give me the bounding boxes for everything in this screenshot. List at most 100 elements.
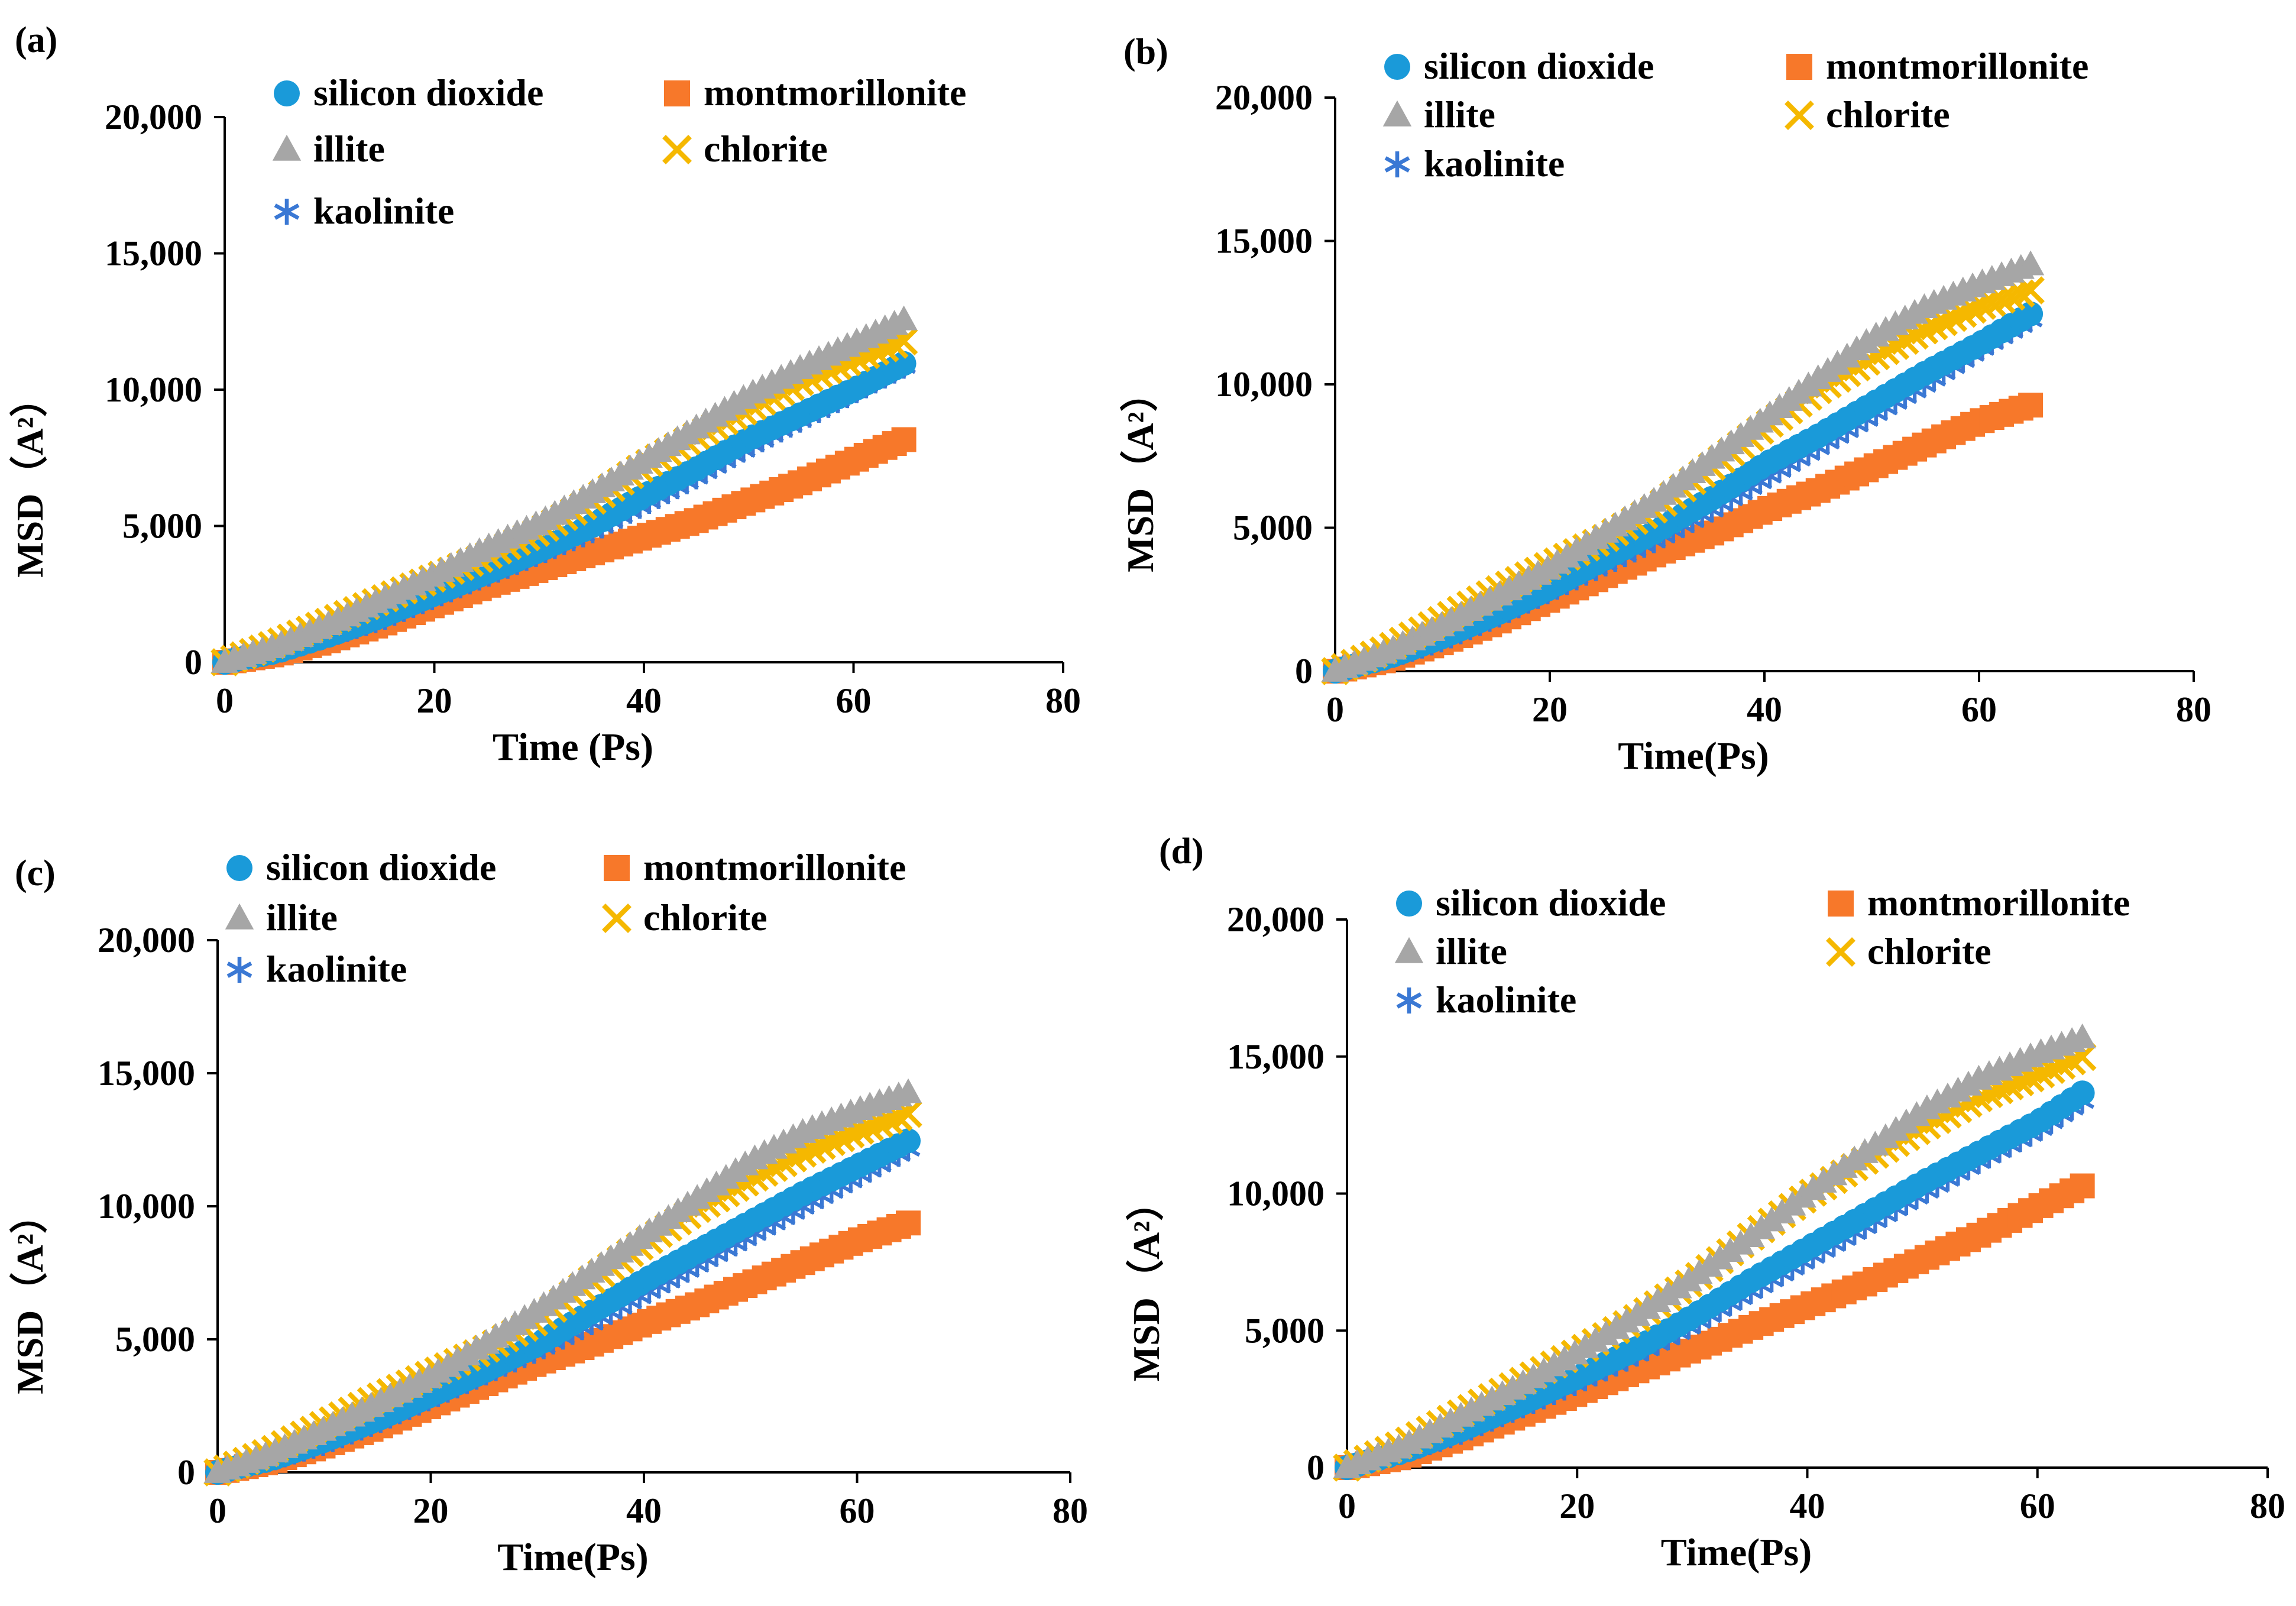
x-tick-label: 80 — [1053, 1491, 1088, 1530]
legend-entry: montmorillonite — [604, 846, 906, 888]
x-tick-label: 80 — [2250, 1487, 2285, 1526]
legend-label: chlorite — [643, 896, 768, 938]
legend-entry: chlorite — [662, 128, 828, 170]
y-tick-label: 10,000 — [1215, 365, 1313, 404]
legend-entry: illite — [272, 128, 385, 170]
legend-label: kaolinite — [1424, 143, 1565, 184]
legend-marker — [1786, 54, 1812, 80]
y-tick-label: 10,000 — [105, 370, 202, 409]
data-series — [211, 305, 918, 673]
legend-label: silicon dioxide — [1424, 45, 1654, 87]
legend-label: illite — [1424, 93, 1495, 135]
legend-entry: illite — [1394, 930, 1507, 972]
legend-label: chlorite — [1867, 930, 1991, 972]
x-tick-label: 60 — [2020, 1487, 2055, 1526]
data-series — [1335, 1173, 2095, 1480]
legend-label: chlorite — [1826, 93, 1950, 135]
data-point — [2068, 1023, 2096, 1048]
data-point — [2070, 1173, 2095, 1199]
legend-marker — [272, 134, 302, 161]
legend-entry: illite — [225, 896, 338, 938]
chart-panel: (c) 0 20 40 60 80 0 5,000 10,000 15,000 20,000 Time… — [9, 846, 1088, 1579]
y-tick-label: 5,000 — [115, 1320, 195, 1359]
data-point — [1582, 1326, 1610, 1352]
legend-label: illite — [266, 896, 338, 938]
legend-label: silicon dioxide — [313, 72, 543, 114]
legend-entry: illite — [1382, 93, 1495, 135]
legend-entry: kaolinite — [226, 948, 407, 990]
legend-entry: kaolinite — [274, 190, 454, 232]
x-tick-label: 0 — [1338, 1487, 1356, 1526]
x-tick-label: 80 — [1045, 681, 1081, 720]
legend-marker — [1384, 54, 1410, 80]
x-tick-label: 0 — [209, 1491, 226, 1530]
legend-label: montmorillonite — [704, 72, 966, 114]
data-point — [891, 351, 917, 376]
y-tick-label: 20,000 — [105, 98, 202, 137]
y-tick-label: 5,000 — [122, 507, 202, 546]
x-tick-label: 20 — [1559, 1487, 1595, 1526]
x-axis-title: Time(Ps) — [1618, 734, 1769, 778]
legend-entry: silicon dioxide — [226, 846, 496, 888]
legend-entry: chlorite — [1785, 93, 1950, 135]
legend-entry: kaolinite — [1384, 143, 1565, 184]
y-axis-title: MSD（A²） — [1125, 1183, 1167, 1382]
data-point — [894, 1078, 922, 1103]
y-tick-label: 20,000 — [1227, 900, 1325, 939]
x-tick-label: 80 — [2176, 690, 2211, 729]
legend-marker — [1382, 100, 1412, 127]
legend-label: illite — [313, 128, 385, 170]
y-tick-label: 5,000 — [1245, 1311, 1325, 1350]
y-tick-label: 5,000 — [1233, 509, 1313, 548]
x-tick-label: 20 — [417, 681, 452, 720]
data-point — [1592, 1320, 1620, 1346]
data-point — [891, 427, 917, 452]
legend-marker — [1396, 891, 1422, 917]
x-tick-label: 60 — [836, 681, 872, 720]
legend-marker — [1384, 151, 1410, 177]
legend-label: silicon dioxide — [1436, 882, 1666, 924]
legend-entry: montmorillonite — [664, 72, 966, 114]
x-axis-title: Time(Ps) — [497, 1536, 648, 1579]
x-tick-label: 20 — [1532, 690, 1568, 729]
legend-marker — [1396, 987, 1422, 1014]
x-tick-label: 40 — [626, 1491, 662, 1530]
x-tick-label: 60 — [1961, 690, 1997, 729]
legend-label: montmorillonite — [1826, 45, 2088, 87]
y-tick-label: 0 — [177, 1453, 195, 1492]
legend-marker — [274, 199, 300, 225]
data-point — [1602, 1314, 1630, 1339]
panel-label: (d) — [1159, 831, 1204, 872]
legend-marker — [226, 957, 252, 983]
y-axis-title: MSD（A²） — [1119, 374, 1161, 572]
y-tick-label: 0 — [1295, 652, 1313, 691]
legend-label: chlorite — [704, 128, 828, 170]
y-tick-label: 15,000 — [1227, 1037, 1325, 1076]
data-point — [896, 1210, 921, 1236]
legend-entry: montmorillonite — [1828, 882, 2130, 924]
legend-entry: kaolinite — [1396, 979, 1576, 1021]
legend-marker — [225, 903, 254, 930]
legend-entry: silicon dioxide — [1396, 882, 1666, 924]
x-tick-label: 0 — [216, 681, 234, 720]
data-point — [2018, 393, 2044, 418]
x-tick-label: 40 — [626, 681, 662, 720]
x-tick-label: 60 — [840, 1491, 875, 1530]
data-point — [896, 1128, 921, 1154]
legend-label: montmorillonite — [1867, 882, 2130, 924]
legend-label: kaolinite — [1436, 979, 1576, 1021]
y-tick-label: 10,000 — [98, 1187, 195, 1226]
data-point — [2070, 1080, 2095, 1106]
legend-label: montmorillonite — [643, 846, 906, 888]
x-tick-label: 40 — [1790, 1487, 1825, 1526]
x-tick-label: 0 — [1326, 690, 1344, 729]
legend-label: kaolinite — [266, 948, 407, 990]
legend-entry: silicon dioxide — [1384, 45, 1654, 87]
y-axis-title: MSD（A²） — [9, 379, 51, 578]
x-tick-label: 20 — [413, 1491, 449, 1530]
x-axis-title: Time (Ps) — [493, 726, 653, 769]
legend-entry: chlorite — [602, 896, 768, 938]
legend-marker — [662, 135, 692, 164]
y-tick-label: 20,000 — [1215, 78, 1313, 117]
